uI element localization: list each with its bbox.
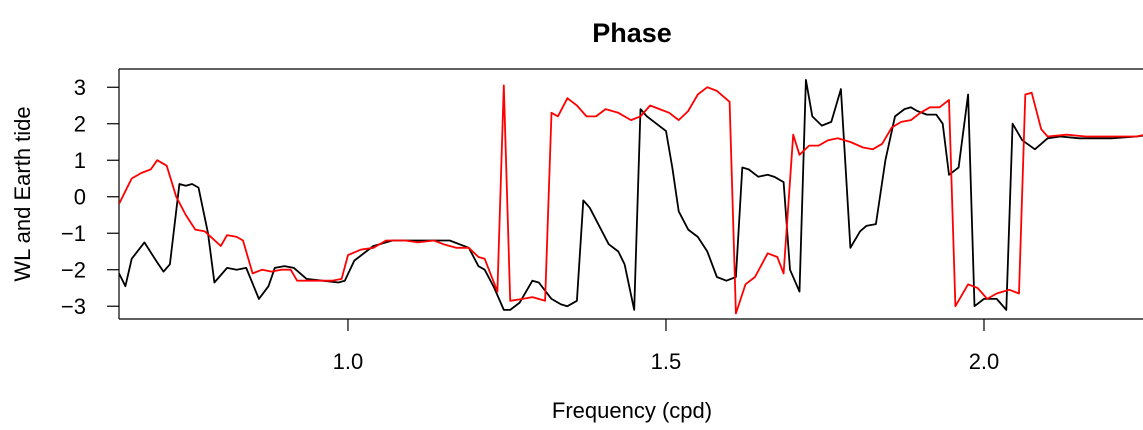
y-tick-label: 0 — [74, 185, 86, 210]
y-axis-ticks: 3 2 1 0 −1 −2 −3 — [61, 75, 119, 319]
y-tick-label: 2 — [74, 112, 86, 137]
y-tick-label: 3 — [74, 75, 86, 100]
x-tick-label: 2.0 — [969, 349, 1000, 374]
y-tick-label: 1 — [74, 148, 86, 173]
y-tick-label: −3 — [61, 294, 86, 319]
chart-title: Phase — [592, 18, 672, 48]
y-tick-label: −1 — [61, 221, 86, 246]
x-axis-label: Frequency (cpd) — [552, 398, 712, 423]
x-tick-label: 1.5 — [651, 349, 682, 374]
series-line-2 — [119, 84, 1143, 315]
series-lines — [119, 79, 1143, 315]
y-axis-label: WL and Earth tide — [10, 106, 35, 281]
x-axis-ticks: 1.0 1.5 2.0 — [333, 319, 1000, 374]
series-line-1 — [119, 79, 1143, 311]
y-tick-label: −2 — [61, 258, 86, 283]
x-tick-label: 1.0 — [333, 349, 364, 374]
